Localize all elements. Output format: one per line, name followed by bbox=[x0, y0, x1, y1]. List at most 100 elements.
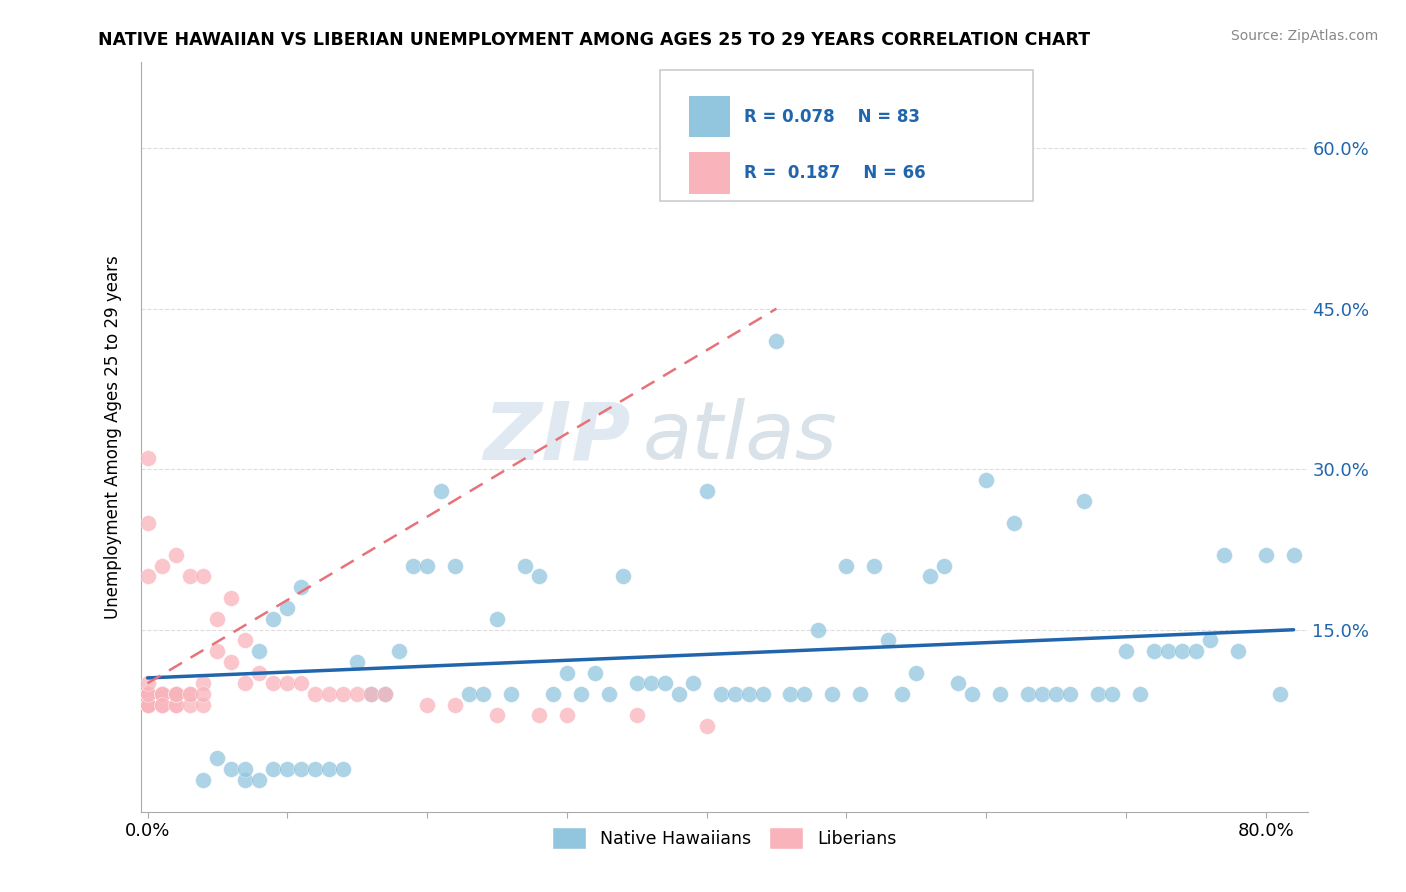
Point bbox=[1226, 644, 1249, 658]
Point bbox=[193, 569, 215, 583]
Point bbox=[136, 698, 159, 712]
Point bbox=[179, 698, 201, 712]
Point bbox=[247, 772, 270, 787]
Point bbox=[905, 665, 928, 680]
Text: atlas: atlas bbox=[643, 398, 837, 476]
FancyBboxPatch shape bbox=[659, 70, 1033, 201]
Point bbox=[946, 676, 969, 690]
Point bbox=[960, 687, 983, 701]
Point bbox=[136, 687, 159, 701]
Point bbox=[416, 558, 439, 573]
Point bbox=[318, 687, 340, 701]
Point bbox=[136, 687, 159, 701]
Point bbox=[1002, 516, 1025, 530]
Point bbox=[527, 569, 550, 583]
Point bbox=[863, 558, 886, 573]
Point bbox=[304, 762, 326, 776]
Point bbox=[332, 687, 354, 701]
Point bbox=[179, 687, 201, 701]
Point bbox=[136, 698, 159, 712]
Point bbox=[1073, 494, 1095, 508]
Point bbox=[934, 558, 956, 573]
Point bbox=[165, 687, 187, 701]
Y-axis label: Unemployment Among Ages 25 to 29 years: Unemployment Among Ages 25 to 29 years bbox=[104, 255, 122, 619]
Point bbox=[388, 644, 411, 658]
Point bbox=[346, 687, 368, 701]
Point bbox=[821, 687, 844, 701]
Point bbox=[165, 698, 187, 712]
Point bbox=[136, 687, 159, 701]
Point bbox=[723, 687, 745, 701]
Point bbox=[136, 698, 159, 712]
Point bbox=[136, 698, 159, 712]
Point bbox=[974, 473, 997, 487]
Point bbox=[150, 687, 173, 701]
Point bbox=[696, 483, 718, 498]
Point bbox=[290, 762, 312, 776]
Point bbox=[235, 633, 257, 648]
Point bbox=[710, 687, 733, 701]
Point bbox=[221, 762, 243, 776]
Point bbox=[499, 687, 522, 701]
Point bbox=[416, 698, 439, 712]
Point bbox=[737, 687, 759, 701]
Point bbox=[150, 687, 173, 701]
Point bbox=[583, 665, 606, 680]
Point bbox=[150, 687, 173, 701]
Point bbox=[555, 708, 578, 723]
Point bbox=[1017, 687, 1039, 701]
Text: R =  0.187    N = 66: R = 0.187 N = 66 bbox=[744, 164, 925, 182]
Point bbox=[165, 687, 187, 701]
Point bbox=[626, 708, 648, 723]
Point bbox=[877, 633, 900, 648]
Point bbox=[262, 762, 284, 776]
Point bbox=[207, 644, 229, 658]
Point bbox=[444, 698, 467, 712]
Point bbox=[1087, 687, 1109, 701]
Point bbox=[626, 676, 648, 690]
Point bbox=[1268, 687, 1291, 701]
Point bbox=[1031, 687, 1053, 701]
Point bbox=[247, 644, 270, 658]
Point bbox=[165, 698, 187, 712]
Point bbox=[555, 665, 578, 680]
Point bbox=[485, 708, 508, 723]
Point bbox=[1129, 687, 1152, 701]
Point bbox=[276, 762, 298, 776]
Point bbox=[290, 580, 312, 594]
Point bbox=[150, 687, 173, 701]
Point bbox=[247, 665, 270, 680]
Point bbox=[472, 687, 495, 701]
Point bbox=[1143, 644, 1166, 658]
Point bbox=[835, 558, 858, 573]
FancyBboxPatch shape bbox=[689, 96, 730, 137]
Point bbox=[193, 698, 215, 712]
Point bbox=[374, 687, 396, 701]
Point bbox=[751, 687, 773, 701]
Point bbox=[136, 569, 159, 583]
Point bbox=[136, 687, 159, 701]
Text: Source: ZipAtlas.com: Source: ZipAtlas.com bbox=[1230, 29, 1378, 43]
Point bbox=[193, 676, 215, 690]
Point bbox=[136, 687, 159, 701]
Point bbox=[262, 612, 284, 626]
Point bbox=[513, 558, 536, 573]
Point bbox=[430, 483, 453, 498]
Point bbox=[150, 687, 173, 701]
Point bbox=[346, 655, 368, 669]
Point bbox=[891, 687, 914, 701]
Point bbox=[207, 751, 229, 765]
Point bbox=[402, 558, 425, 573]
Point bbox=[318, 762, 340, 776]
Point bbox=[444, 558, 467, 573]
Point bbox=[849, 687, 872, 701]
Point bbox=[1282, 548, 1305, 562]
Point bbox=[150, 698, 173, 712]
Point bbox=[136, 687, 159, 701]
Point bbox=[485, 612, 508, 626]
Point bbox=[920, 569, 942, 583]
Point bbox=[1059, 687, 1081, 701]
Point bbox=[276, 601, 298, 615]
Point bbox=[1101, 687, 1123, 701]
Point bbox=[290, 676, 312, 690]
